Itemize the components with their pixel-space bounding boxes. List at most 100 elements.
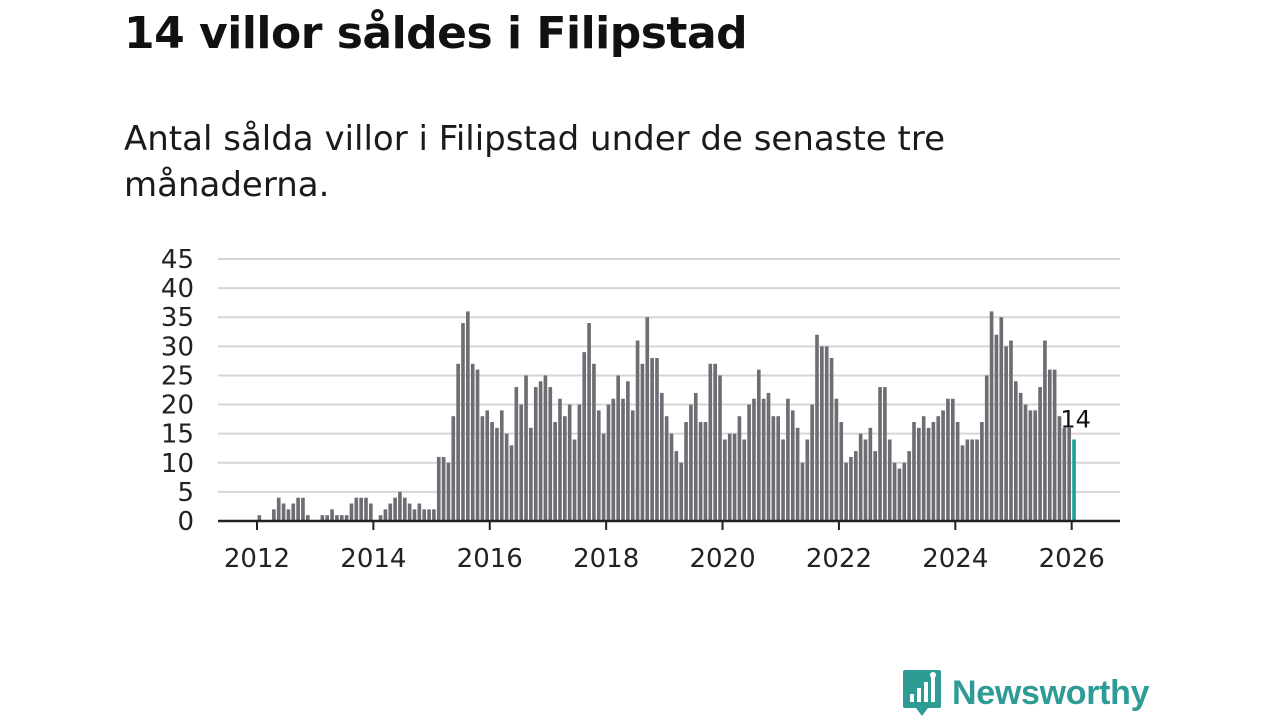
bar [504, 433, 509, 521]
bar [786, 398, 790, 521]
bar [456, 363, 460, 521]
x-tick-label: 2020 [689, 544, 755, 574]
bar [616, 375, 620, 521]
bar [824, 346, 829, 521]
y-tick-label: 5 [177, 478, 194, 508]
y-tick-label: 25 [161, 361, 194, 391]
bar [650, 357, 654, 521]
bar [475, 369, 480, 521]
x-tick-label: 2022 [806, 544, 872, 574]
bar [349, 503, 354, 521]
bar [383, 509, 388, 521]
bar [737, 416, 742, 521]
bar [664, 416, 669, 521]
bar [432, 509, 436, 521]
bar [800, 462, 805, 521]
bar [1047, 369, 1052, 521]
bar [466, 311, 470, 521]
bar [388, 503, 393, 521]
bar [703, 422, 708, 521]
bar [863, 439, 868, 521]
bar [514, 387, 519, 521]
bar [451, 416, 456, 521]
bar [727, 433, 732, 521]
bar [912, 422, 916, 521]
bar [829, 357, 834, 521]
bar [790, 410, 795, 521]
bar [587, 323, 591, 521]
y-tick-label: 45 [161, 245, 194, 275]
bar [766, 392, 771, 521]
bar [1067, 427, 1071, 521]
bar [563, 416, 567, 521]
x-tick-label: 2026 [1039, 544, 1105, 574]
bar [499, 410, 504, 521]
bar [853, 451, 858, 521]
bar [495, 427, 499, 521]
chart-title: 14 villor såldes i Filipstad [124, 8, 748, 59]
bar [257, 515, 262, 521]
bar [335, 515, 339, 521]
bar [645, 317, 650, 521]
bar [339, 515, 344, 521]
bar [815, 334, 819, 521]
bar [301, 497, 305, 521]
bar [354, 497, 359, 521]
bar [543, 375, 548, 521]
bar [519, 404, 524, 521]
bar [689, 404, 693, 521]
bar [529, 427, 533, 521]
bar [902, 462, 907, 521]
newsworthy-logo-text: Newsworthy [952, 673, 1150, 712]
bar [1009, 340, 1013, 521]
x-tick-label: 2018 [573, 544, 639, 574]
bar [407, 503, 412, 521]
bar [1038, 387, 1042, 521]
bar [761, 398, 766, 521]
bar [533, 387, 538, 521]
bar [781, 439, 785, 521]
bar [975, 439, 979, 521]
bar [917, 427, 921, 521]
bar [524, 375, 528, 521]
bar [805, 439, 810, 521]
bar [684, 422, 688, 521]
bar [834, 398, 839, 521]
bar [999, 317, 1004, 521]
bar [470, 363, 475, 521]
bar [330, 509, 334, 521]
bar [548, 387, 553, 521]
bar [393, 497, 397, 521]
bar [931, 422, 936, 521]
bar [984, 375, 989, 521]
bar [1043, 340, 1047, 521]
bar [655, 357, 659, 521]
bar [1057, 416, 1062, 521]
bar [461, 323, 465, 521]
bar [771, 416, 776, 521]
bar-highlighted [1072, 439, 1076, 521]
bar [921, 416, 926, 521]
bar [820, 346, 824, 521]
bar [970, 439, 975, 521]
bar [955, 422, 960, 521]
bar [994, 334, 999, 521]
bar [858, 433, 863, 521]
bar [659, 392, 664, 521]
bar [1028, 410, 1033, 521]
bar [810, 404, 814, 521]
last-value-label: 14 [1060, 405, 1091, 433]
bar [538, 381, 543, 521]
y-tick-label: 10 [161, 449, 194, 479]
bar [286, 509, 291, 521]
bar [756, 369, 761, 521]
bar [960, 445, 965, 521]
bar [296, 497, 300, 521]
bar [640, 363, 645, 521]
bar [849, 456, 853, 521]
bar [839, 422, 844, 521]
bar [281, 503, 286, 521]
bar [611, 398, 616, 521]
